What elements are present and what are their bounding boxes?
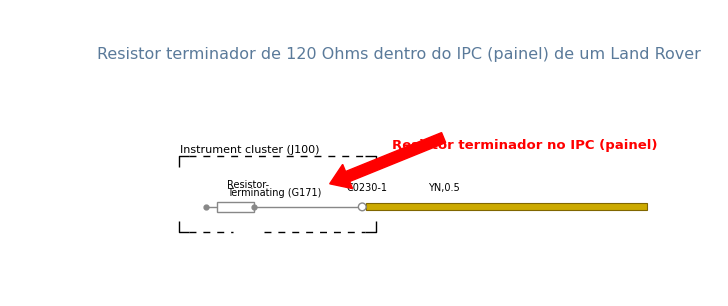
Circle shape xyxy=(358,203,366,211)
Text: Resistor terminador de 120 Ohms dentro do IPC (painel) de um Land Rover: Resistor terminador de 120 Ohms dentro d… xyxy=(98,47,701,62)
Bar xyxy=(366,203,647,210)
Text: Resistor-: Resistor- xyxy=(226,180,269,190)
Text: Resistor terminador no IPC (painel): Resistor terminador no IPC (painel) xyxy=(392,139,657,152)
Text: C0230-1: C0230-1 xyxy=(347,183,388,193)
Text: Terminating (G171): Terminating (G171) xyxy=(226,188,321,198)
Text: YN,0.5: YN,0.5 xyxy=(428,183,460,193)
Text: Instrument cluster (J100): Instrument cluster (J100) xyxy=(180,144,320,155)
Bar xyxy=(216,202,254,211)
FancyArrow shape xyxy=(330,132,446,188)
